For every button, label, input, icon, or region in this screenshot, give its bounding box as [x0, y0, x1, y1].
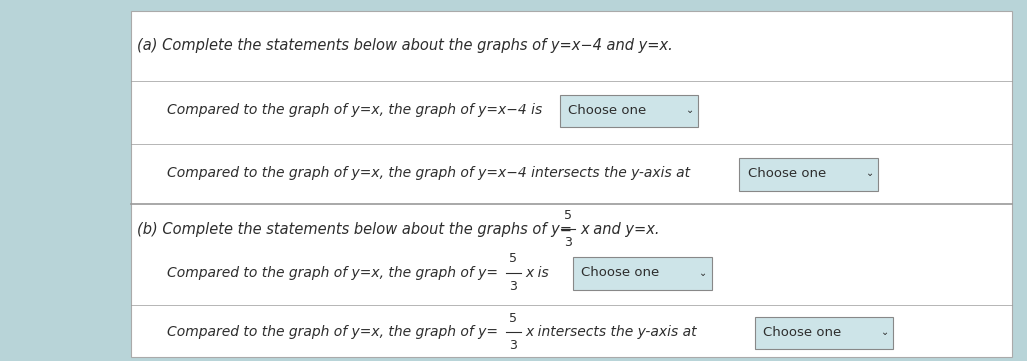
Text: ⌄: ⌄	[699, 268, 708, 278]
Text: x and y=x.: x and y=x.	[580, 222, 659, 237]
Text: 3: 3	[509, 280, 518, 293]
FancyBboxPatch shape	[560, 95, 698, 127]
FancyBboxPatch shape	[755, 317, 893, 349]
Text: Choose one: Choose one	[763, 326, 841, 339]
Text: ⌄: ⌄	[881, 327, 889, 337]
Text: Choose one: Choose one	[581, 266, 659, 279]
Text: Compared to the graph of y=x, the graph of y=: Compared to the graph of y=x, the graph …	[167, 266, 498, 279]
Text: ⌄: ⌄	[866, 168, 874, 178]
Text: Choose one: Choose one	[568, 104, 646, 117]
Text: 5: 5	[509, 252, 518, 265]
Text: Compared to the graph of y=x, the graph of y=x−4 intersects the y-axis at: Compared to the graph of y=x, the graph …	[167, 166, 690, 180]
Text: x is: x is	[526, 266, 549, 279]
Text: (b) Complete the statements below about the graphs of y=: (b) Complete the statements below about …	[137, 222, 572, 237]
Text: (a) Complete the statements below about the graphs of y=x−4 and y=x.: (a) Complete the statements below about …	[137, 38, 673, 53]
Text: 3: 3	[564, 236, 572, 249]
Text: Compared to the graph of y=x, the graph of y=x−4 is: Compared to the graph of y=x, the graph …	[167, 103, 542, 117]
FancyBboxPatch shape	[739, 158, 878, 191]
Text: x intersects the y-axis at: x intersects the y-axis at	[526, 325, 697, 339]
Text: ⌄: ⌄	[686, 105, 694, 115]
Text: Compared to the graph of y=x, the graph of y=: Compared to the graph of y=x, the graph …	[167, 325, 498, 339]
Text: 5: 5	[564, 209, 572, 222]
FancyBboxPatch shape	[131, 11, 1012, 357]
Text: 5: 5	[509, 312, 518, 325]
Text: Choose one: Choose one	[748, 167, 826, 180]
Text: 3: 3	[509, 339, 518, 352]
FancyBboxPatch shape	[573, 257, 712, 290]
